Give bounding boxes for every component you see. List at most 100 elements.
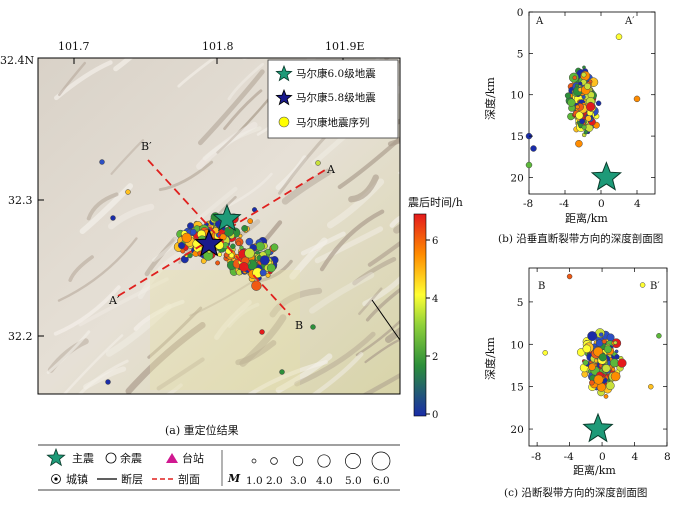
map-earthquake	[310, 324, 316, 330]
terrain-ridge	[275, 155, 308, 191]
map-earthquake	[259, 255, 270, 266]
legend-label-6-0: 马尔康6.0级地震	[296, 67, 376, 80]
terrain-ridge	[198, 69, 265, 146]
lon-axis: 101.7 101.8 101.9E	[58, 40, 365, 64]
terrain-ridge	[46, 330, 91, 375]
profile-b-earthquake	[585, 115, 592, 122]
profile-b-left-label: A	[535, 16, 544, 27]
x-tick-label: 0	[598, 198, 605, 210]
size-legend-circle	[371, 451, 391, 471]
terrain-ridge	[133, 299, 185, 331]
terrain-ridge	[144, 236, 178, 277]
size-legend-circle	[345, 453, 361, 469]
map-earthquake	[200, 258, 207, 264]
profile-c-earthquake	[588, 363, 596, 371]
map-earthquake	[241, 225, 248, 232]
profile-c-earthquake	[639, 282, 646, 288]
map-earthquake	[217, 252, 223, 257]
profile-b-earthquake	[525, 161, 533, 169]
terrain-ridge	[241, 58, 249, 60]
profile-c-earthquake	[601, 339, 607, 344]
map-earthquake	[244, 248, 255, 259]
terrain-ridge	[125, 322, 206, 394]
bottom-legend-station: 台站	[182, 451, 204, 465]
terrain-ridge	[156, 357, 205, 391]
terrain-ridge	[79, 183, 134, 235]
map-earthquake	[315, 160, 321, 166]
terrain-ridge	[235, 340, 277, 366]
map-earthquake	[265, 272, 271, 278]
bottom-legend-mainshock-icon	[46, 447, 66, 467]
profile-c-earthquake	[656, 333, 662, 339]
profile-c-earthquake	[582, 359, 589, 366]
x-tick-label: 0	[599, 451, 606, 463]
map-earthquake	[270, 243, 279, 252]
map-frame	[37, 57, 401, 395]
bottom-legend-town-dot	[54, 477, 58, 481]
terrain-ridge	[225, 172, 273, 208]
bottom-legend-section: 剖面	[178, 472, 200, 486]
profile-b-axes: -8 -4 0 4 0 5 10 15 20	[510, 7, 655, 210]
size-legend-value: 2.0	[266, 475, 283, 487]
x-tick-label: 8	[664, 451, 671, 463]
profile-b-earthquake	[615, 33, 623, 41]
colorbar-tick-0: 0	[432, 410, 438, 421]
profile-b-xlabel: 距离/km	[565, 211, 608, 225]
profile-b-mainshock-star	[590, 161, 623, 191]
lat-axis: 32.4N 32.3 32.2	[0, 54, 44, 343]
terrain-ridge	[385, 326, 400, 343]
terrain-ridge	[367, 240, 400, 267]
terrain-ridge	[165, 383, 183, 394]
terrain-ridge	[113, 58, 134, 72]
map-earthquake	[110, 215, 116, 221]
bottom-legend-aftershock: 余震	[120, 451, 142, 465]
terrain-ridge	[387, 138, 400, 147]
bottom-legend-aftershock-icon	[105, 452, 117, 464]
y-tick-label: 15	[510, 382, 523, 394]
terrain-ridge	[214, 299, 252, 340]
profile-b-earthquake	[567, 98, 576, 107]
terrain-ridge	[137, 250, 184, 300]
terrain-ridge	[352, 256, 397, 286]
terrain-ridge	[227, 62, 265, 101]
map-earthquake	[247, 218, 254, 224]
profile-c-earthquake	[595, 339, 604, 347]
profile-c-earthquake	[598, 353, 607, 362]
x-tick-label: 4	[632, 451, 639, 463]
legend-sequence-icon	[278, 116, 290, 128]
map-earthquake	[105, 379, 111, 385]
terrain-ridge	[404, 375, 461, 406]
lon-tick-2: 101.8	[202, 40, 234, 53]
legend-label-5-8: 马尔康5.8级地震	[296, 91, 376, 104]
size-legend-circle	[292, 455, 304, 467]
terrain-ridge	[314, 226, 384, 264]
terrain-ridge	[177, 58, 217, 88]
profile-c-earthquake	[603, 394, 609, 399]
y-tick-label: 10	[510, 90, 523, 102]
colorbar: 震后时间/h 6 4 2 0	[408, 196, 463, 421]
y-tick-label: 5	[517, 297, 524, 309]
profile-c-left-label: B	[538, 281, 545, 292]
profile-b-earthquake	[583, 129, 589, 135]
terrain-ridge	[300, 231, 346, 256]
x-tick-label: -4	[559, 198, 570, 210]
profile-c-earthquake	[598, 332, 604, 337]
mainshock-5-8-star	[194, 228, 224, 257]
terrain-ridge	[281, 168, 332, 205]
profile-b: A A′ -8 -4 0 4 0 5 10 15 20 深度/km 距离/km (b) 沿垂直断…	[483, 7, 663, 245]
terrain-ridge	[362, 275, 400, 307]
profile-c-earthquake	[542, 350, 548, 356]
terrain-ridge	[269, 287, 323, 318]
bottom-legend-mainshock: 主震	[72, 452, 94, 465]
caption-a: (a) 重定位结果	[165, 423, 239, 437]
map-earthquake	[266, 263, 276, 273]
profile-c-earthquake	[610, 371, 621, 382]
terrain-ridge	[358, 287, 383, 315]
profile-label-b: B	[295, 319, 303, 332]
profile-b-earthquake	[575, 104, 580, 110]
map-earthquake	[230, 243, 236, 250]
terrain-ridge	[57, 237, 138, 302]
terrain-ridge	[367, 21, 394, 53]
profile-b-earthquake	[579, 118, 586, 125]
terrain-ridge	[58, 61, 87, 97]
